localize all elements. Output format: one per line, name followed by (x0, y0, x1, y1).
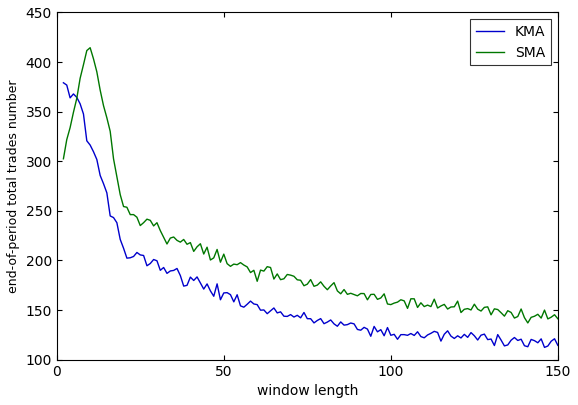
KMA (384, 325, 391, 330)
Legend: KMA, SMA: KMA, SMA (470, 19, 551, 66)
KMA (554, 343, 561, 348)
SMA (524, 320, 531, 325)
X-axis label: window length: window length (257, 384, 358, 398)
Line: KMA: KMA (64, 83, 558, 347)
KMA (180, 284, 187, 288)
SMA (184, 242, 191, 247)
SMA (554, 316, 561, 321)
KMA (177, 273, 184, 278)
KMA (147, 261, 154, 266)
SMA (127, 212, 134, 217)
KMA (541, 345, 548, 350)
SMA (387, 302, 394, 307)
SMA (87, 45, 94, 50)
KMA (60, 80, 67, 85)
SMA (180, 237, 187, 242)
SMA (150, 224, 157, 228)
Line: SMA: SMA (64, 48, 558, 323)
KMA (277, 309, 284, 314)
SMA (280, 276, 287, 281)
KMA (124, 256, 131, 260)
Y-axis label: end-of-period total trades number: end-of-period total trades number (7, 79, 20, 293)
SMA (60, 156, 67, 161)
